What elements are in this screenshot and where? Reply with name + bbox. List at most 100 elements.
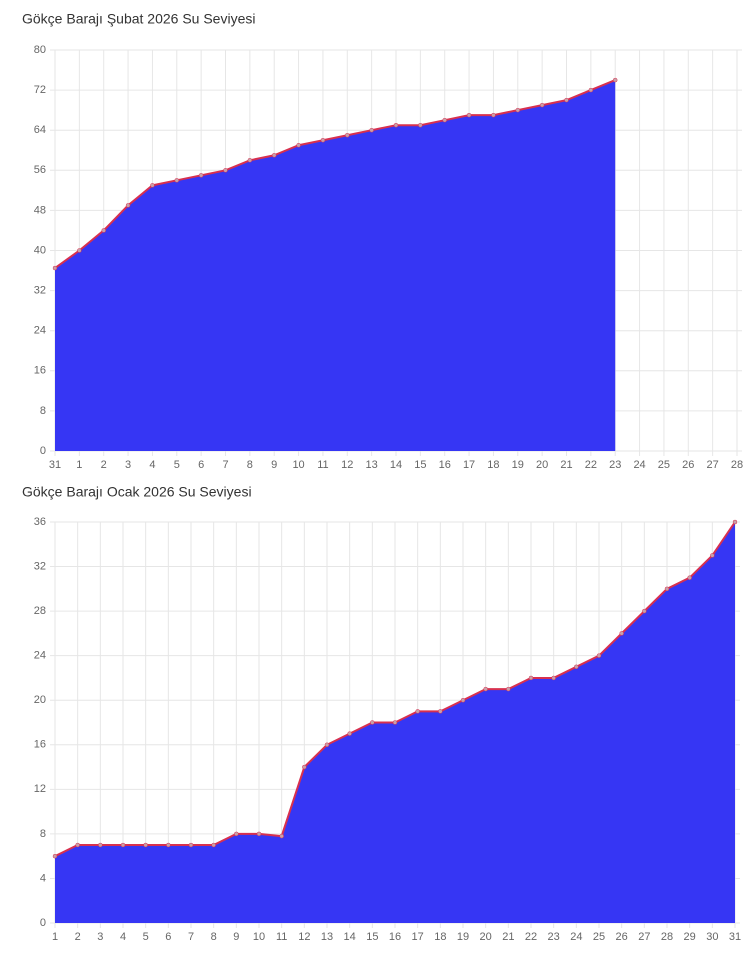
point bbox=[296, 142, 301, 148]
x-tick-label: 16 bbox=[439, 459, 451, 471]
chart-title: Gökçe Barajı Ocak 2026 Su Seviyesi bbox=[22, 484, 252, 500]
x-tick-label: 17 bbox=[463, 459, 475, 471]
x-tick-label: 22 bbox=[525, 931, 537, 943]
point bbox=[143, 842, 148, 848]
point bbox=[732, 519, 738, 525]
y-tick-label: 32 bbox=[34, 285, 46, 297]
y-tick-label: 24 bbox=[34, 650, 46, 662]
x-tick-label: 5 bbox=[174, 459, 180, 471]
point bbox=[506, 686, 511, 692]
point bbox=[515, 107, 521, 113]
point bbox=[320, 137, 326, 143]
point bbox=[588, 87, 594, 93]
y-tick-label: 4 bbox=[40, 872, 46, 884]
x-tick-label: 29 bbox=[684, 931, 696, 943]
x-tick-label: 18 bbox=[487, 459, 499, 471]
point bbox=[247, 158, 253, 163]
x-tick-label: 15 bbox=[366, 931, 378, 943]
x-tick-label: 30 bbox=[706, 931, 718, 943]
point bbox=[392, 720, 398, 725]
x-tick-label: 2 bbox=[101, 459, 107, 471]
y-tick-label: 8 bbox=[40, 828, 46, 840]
point bbox=[612, 77, 618, 83]
x-tick-label: 24 bbox=[633, 459, 645, 471]
point bbox=[211, 842, 216, 848]
x-tick-label: 22 bbox=[585, 459, 597, 471]
x-tick-label: 8 bbox=[211, 931, 217, 943]
point bbox=[324, 742, 330, 748]
x-tick-label: 4 bbox=[120, 931, 126, 943]
point bbox=[642, 608, 647, 614]
x-tick-label: 31 bbox=[729, 931, 741, 943]
point bbox=[418, 122, 423, 128]
point bbox=[98, 842, 103, 848]
y-tick-label: 24 bbox=[34, 325, 46, 337]
y-tick-label: 48 bbox=[34, 204, 46, 216]
point bbox=[710, 553, 715, 558]
y-tick-label: 16 bbox=[34, 365, 46, 377]
y-tick-label: 28 bbox=[34, 605, 46, 617]
line bbox=[54, 79, 616, 269]
point bbox=[442, 117, 447, 123]
point bbox=[166, 842, 171, 848]
x-tick-label: 19 bbox=[512, 459, 524, 471]
y-tick-label: 56 bbox=[34, 164, 46, 176]
area bbox=[55, 80, 616, 451]
y-tick-label: 80 bbox=[34, 44, 46, 56]
y-tick-label: 40 bbox=[34, 244, 46, 256]
x-tick-label: 31 bbox=[49, 459, 61, 471]
x-tick-label: 10 bbox=[253, 931, 265, 943]
point bbox=[120, 842, 126, 848]
x-tick-label: 11 bbox=[317, 459, 328, 471]
x-tick-label: 16 bbox=[389, 931, 401, 943]
x-tick-label: 3 bbox=[97, 931, 103, 943]
point bbox=[491, 112, 496, 118]
x-tick-label: 14 bbox=[344, 931, 356, 943]
x-tick-label: 21 bbox=[502, 931, 514, 943]
point bbox=[687, 575, 692, 580]
point bbox=[279, 833, 284, 839]
x-tick-label: 8 bbox=[247, 459, 253, 471]
x-tick-label: 11 bbox=[276, 931, 287, 943]
y-tick-label: 20 bbox=[34, 694, 46, 706]
y-tick-label: 12 bbox=[34, 783, 46, 795]
x-tick-label: 12 bbox=[341, 459, 353, 471]
x-tick-label: 7 bbox=[222, 459, 228, 471]
point bbox=[483, 686, 488, 692]
x-tick-label: 26 bbox=[616, 931, 628, 943]
point bbox=[188, 842, 194, 848]
x-tick-label: 19 bbox=[457, 931, 469, 943]
chart-title: Gökçe Barajı Şubat 2026 Su Seviyesi bbox=[22, 11, 255, 27]
x-tick-label: 17 bbox=[412, 931, 424, 943]
x-tick-label: 20 bbox=[480, 931, 492, 943]
x-tick-label: 12 bbox=[298, 931, 310, 943]
x-tick-label: 13 bbox=[366, 459, 378, 471]
point bbox=[564, 97, 569, 103]
x-tick-label: 23 bbox=[609, 459, 621, 471]
x-tick-label: 23 bbox=[548, 931, 560, 943]
point bbox=[460, 697, 466, 703]
point bbox=[75, 842, 80, 848]
y-tick-label: 16 bbox=[34, 739, 46, 751]
point bbox=[345, 132, 350, 138]
x-tick-label: 20 bbox=[536, 459, 548, 471]
y-tick-label: 72 bbox=[34, 84, 46, 96]
x-tick-label: 2 bbox=[75, 931, 81, 943]
point bbox=[101, 228, 106, 233]
y-tick-label: 64 bbox=[34, 124, 46, 136]
point bbox=[52, 853, 58, 859]
point bbox=[415, 709, 420, 714]
point bbox=[125, 203, 131, 208]
x-tick-label: 25 bbox=[658, 459, 670, 471]
x-tick-label: 5 bbox=[143, 931, 149, 943]
point bbox=[574, 664, 579, 670]
point bbox=[438, 709, 443, 714]
point bbox=[223, 168, 228, 173]
x-tick-label: 18 bbox=[434, 931, 446, 943]
point bbox=[302, 764, 307, 770]
x-tick-label: 21 bbox=[560, 459, 572, 471]
x-tick-label: 27 bbox=[707, 459, 719, 471]
point bbox=[539, 102, 545, 108]
x-tick-label: 9 bbox=[271, 459, 277, 471]
